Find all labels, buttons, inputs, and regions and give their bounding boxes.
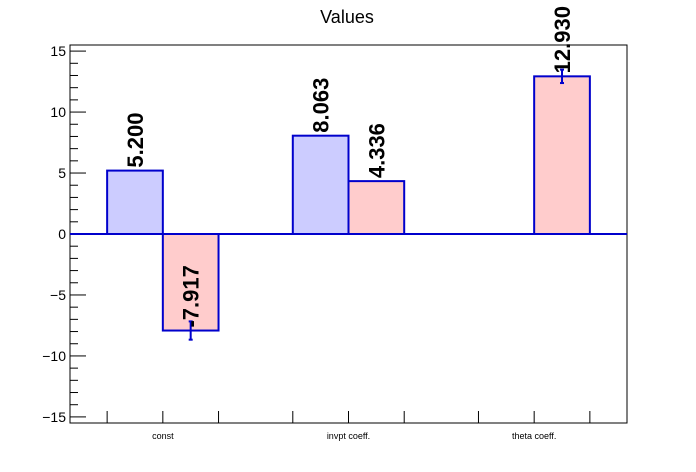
plot-area: −15 −10 −5 0 5 10 15 const invpt coeff. theta coe… — [42, 6, 628, 441]
value-label: 8.063 — [309, 78, 334, 133]
x-tick-label: theta coeff. — [512, 431, 556, 441]
y-tick-label: −15 — [42, 409, 66, 425]
bar-12.930 — [533, 75, 591, 235]
y-tick-label: −10 — [42, 348, 66, 364]
y-tick-label: 10 — [50, 104, 66, 120]
value-label: 5.200 — [123, 113, 148, 168]
y-tick-label: −5 — [50, 287, 66, 303]
x-tick-label: const — [152, 431, 174, 441]
x-tick-label: invpt coeff. — [327, 431, 370, 441]
y-tick-label: 0 — [58, 226, 66, 242]
chart-title: Values — [320, 7, 374, 27]
value-label: 4.336 — [364, 123, 389, 178]
value-label: 12.930 — [550, 6, 575, 73]
y-tick-label: 15 — [50, 43, 66, 59]
bar-8.063 — [291, 134, 350, 236]
value-label: -7.917 — [179, 265, 204, 327]
bar-4.336 — [347, 180, 406, 235]
bar-5.200 — [106, 169, 164, 236]
y-tick-label: 5 — [58, 165, 66, 181]
